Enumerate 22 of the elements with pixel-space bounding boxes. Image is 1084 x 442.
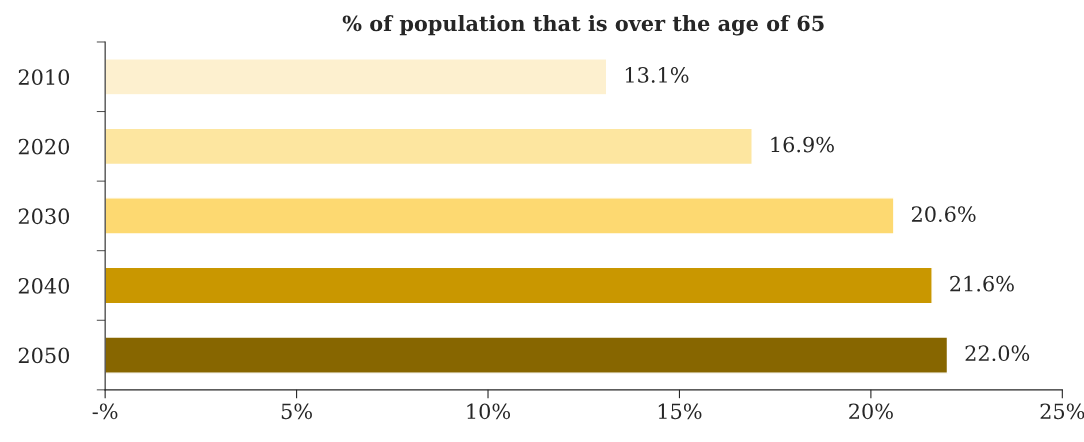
data-label: 22.0%	[965, 345, 1030, 362]
data-label: 21.6%	[950, 275, 1014, 292]
y-tick-label: 2010	[18, 69, 70, 85]
x-tick-label: 20%	[849, 403, 893, 420]
data-label: 20.6%	[911, 206, 976, 222]
chart-title: % of population that is over the age of 65	[342, 15, 824, 36]
y-tick-label: 2030	[18, 208, 70, 225]
bar	[105, 266, 933, 305]
y-tick-label: 2040	[18, 277, 70, 294]
x-tick-label: 25%	[1040, 403, 1084, 420]
bar	[105, 197, 895, 235]
x-tick-label: -%	[92, 403, 118, 420]
y-tick-label: 2050	[18, 347, 70, 364]
bar	[105, 336, 949, 374]
y-tick-label: 2020	[18, 138, 70, 155]
bar	[105, 57, 608, 96]
bar	[105, 127, 753, 166]
x-tick-label: 5%	[281, 403, 312, 420]
data-label: 13.1%	[625, 67, 689, 83]
x-tick-label: 15%	[658, 403, 702, 420]
x-tick-label: 10%	[467, 403, 511, 420]
data-label: 16.9%	[771, 136, 834, 153]
